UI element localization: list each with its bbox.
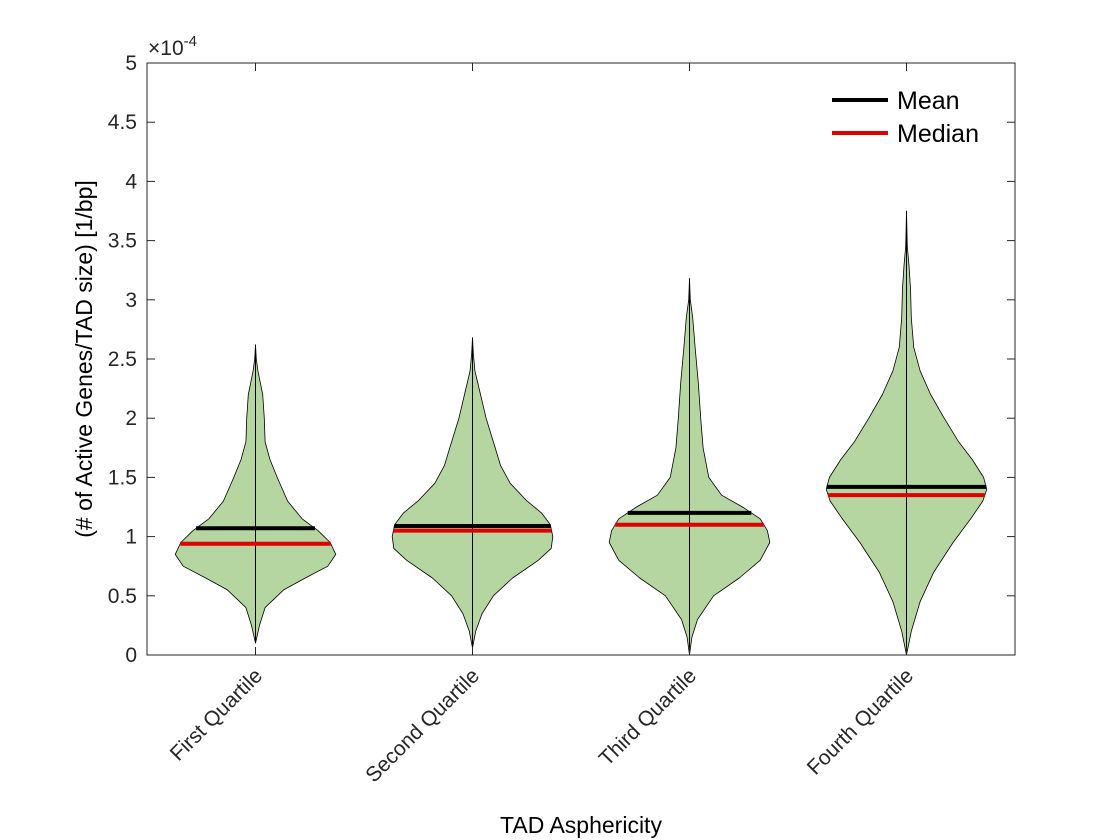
- y-tick-label: 3: [125, 289, 137, 312]
- violin-2: [391, 337, 554, 649]
- y-axis-ticks: 0 0.5 1 1.5 2 2.5 3 3.5 4 4.5 5: [108, 52, 1015, 667]
- x-axis-ticks: First Quartile Second Quartile Third Quart…: [166, 63, 918, 787]
- violins-layer: [174, 210, 988, 656]
- y-tick-label: 0.5: [108, 585, 137, 608]
- y-tick-label: 5: [125, 52, 137, 75]
- x-tick-label: Third Quartile: [595, 664, 701, 770]
- y-tick-label: 1.5: [108, 466, 137, 489]
- violin-3: [608, 278, 771, 656]
- legend-label-mean: Mean: [897, 87, 960, 115]
- x-tick-label: First Quartile: [166, 664, 267, 765]
- y-axis-title: (# of Active Genes/TAD size) [1/bp]: [71, 180, 97, 538]
- y-tick-label: 4: [125, 170, 137, 193]
- x-tick-label: Fourth Quartile: [803, 664, 918, 779]
- y-tick-label: 3.5: [108, 230, 137, 253]
- x-axis-title: TAD Asphericity: [500, 812, 662, 838]
- y-exponent-base: ×10: [148, 37, 184, 60]
- legend-label-median: Median: [897, 120, 979, 148]
- violin-4: [825, 210, 988, 656]
- y-exponent-label: ×10-4: [148, 33, 197, 60]
- violin-1: [174, 344, 337, 644]
- y-tick-label: 0: [125, 644, 137, 667]
- y-tick-label: 1: [125, 526, 137, 549]
- y-tick-label: 4.5: [108, 111, 137, 134]
- y-exponent-power: -4: [184, 33, 197, 50]
- x-tick-label: Second Quartile: [361, 664, 484, 787]
- y-tick-label: 2: [125, 407, 137, 430]
- legend: Mean Median: [832, 87, 979, 148]
- y-tick-label: 2.5: [108, 348, 137, 371]
